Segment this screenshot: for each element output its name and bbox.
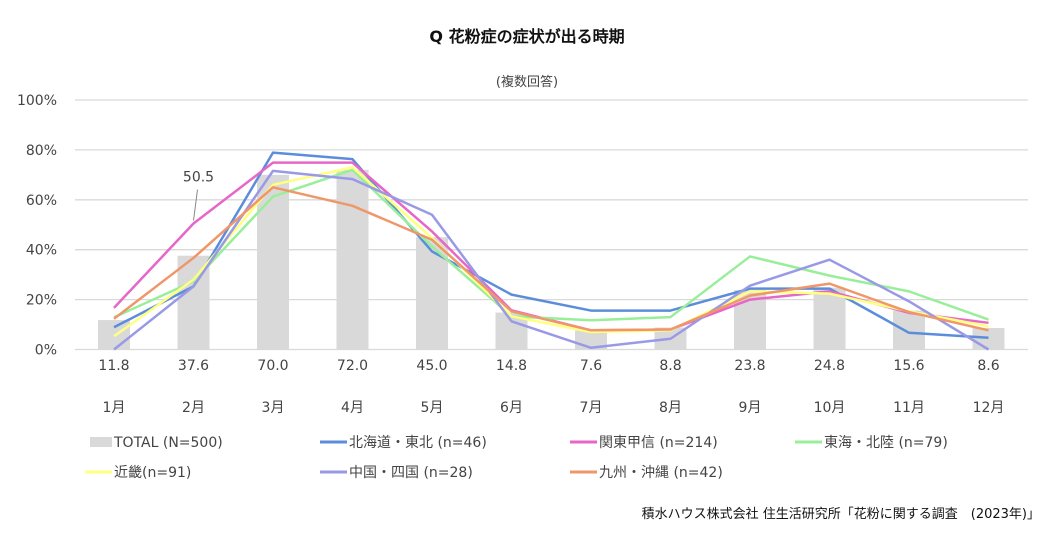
- series-line: [113, 169, 990, 351]
- bar-total: [257, 174, 289, 350]
- series-line: [113, 151, 989, 340]
- series-line: [113, 168, 989, 322]
- y-tick-label: 40%: [26, 243, 57, 259]
- bar-data-label: 8.6: [977, 358, 999, 374]
- bar-data-label: 37.6: [178, 358, 209, 374]
- bar-data-label: 24.8: [814, 358, 845, 374]
- legend-label: 九州・沖縄 (n=42): [599, 465, 723, 481]
- legend-label: 中国・四国 (n=28): [349, 465, 473, 481]
- x-tick-label: 9月: [739, 400, 762, 416]
- chart-subtitle: (複数回答): [496, 74, 558, 90]
- y-tick-label: 60%: [26, 193, 57, 209]
- series-line: [113, 166, 989, 338]
- legend-label: 近畿(n=91): [114, 465, 191, 481]
- chart-source: 積水ハウス株式会社 住生活研究所「花粉に関する調査 (2023年)」: [642, 506, 1040, 522]
- y-tick-label: 20%: [26, 293, 57, 309]
- y-tick-label: 80%: [26, 143, 57, 159]
- x-tick-label: 2月: [182, 400, 205, 416]
- bar-total: [416, 237, 448, 350]
- legend-label: 関東甲信 (n=214): [599, 435, 718, 451]
- bar-data-label: 14.8: [496, 358, 527, 374]
- bar-data-label: 11.8: [98, 358, 129, 374]
- y-tick-label: 0%: [35, 343, 57, 359]
- bar-data-label: 7.6: [580, 358, 602, 374]
- y-tick-label: 100%: [17, 93, 57, 109]
- series-line: [113, 186, 989, 332]
- chart-title: Q 花粉症の症状が出る時期: [429, 27, 624, 46]
- x-tick-label: 7月: [580, 400, 603, 416]
- bar-data-label: 70.0: [257, 358, 288, 374]
- x-tick-label: 12月: [973, 400, 1005, 416]
- x-tick-label: 10月: [814, 400, 846, 416]
- bar-data-label: 72.0: [337, 358, 368, 374]
- bar-total: [813, 287, 846, 350]
- bar-data-label: 8.8: [659, 358, 681, 374]
- x-tick-label: 4月: [341, 400, 364, 416]
- bar-data-label: 15.6: [893, 358, 924, 374]
- x-tick-label: 5月: [421, 400, 444, 416]
- bar-data-label: 23.8: [734, 358, 765, 374]
- x-tick-label: 1月: [103, 400, 126, 416]
- bar-total: [893, 310, 925, 350]
- legend-swatch: [90, 437, 112, 447]
- legend-label: 北海道・東北 (n=46): [349, 435, 487, 451]
- x-tick-label: 6月: [500, 400, 523, 416]
- legend-label: TOTAL (N=500): [113, 435, 223, 451]
- x-tick-label: 3月: [262, 400, 285, 416]
- bar-total: [336, 169, 369, 350]
- annotation-leader: [193, 189, 198, 221]
- annotation-label: 50.5: [183, 170, 214, 186]
- x-tick-label: 11月: [893, 400, 925, 416]
- x-tick-label: 8月: [659, 400, 682, 416]
- bar-total: [972, 328, 1005, 350]
- bar-data-label: 45.0: [416, 358, 447, 374]
- legend-label: 東海・北陸 (n=79): [824, 435, 948, 451]
